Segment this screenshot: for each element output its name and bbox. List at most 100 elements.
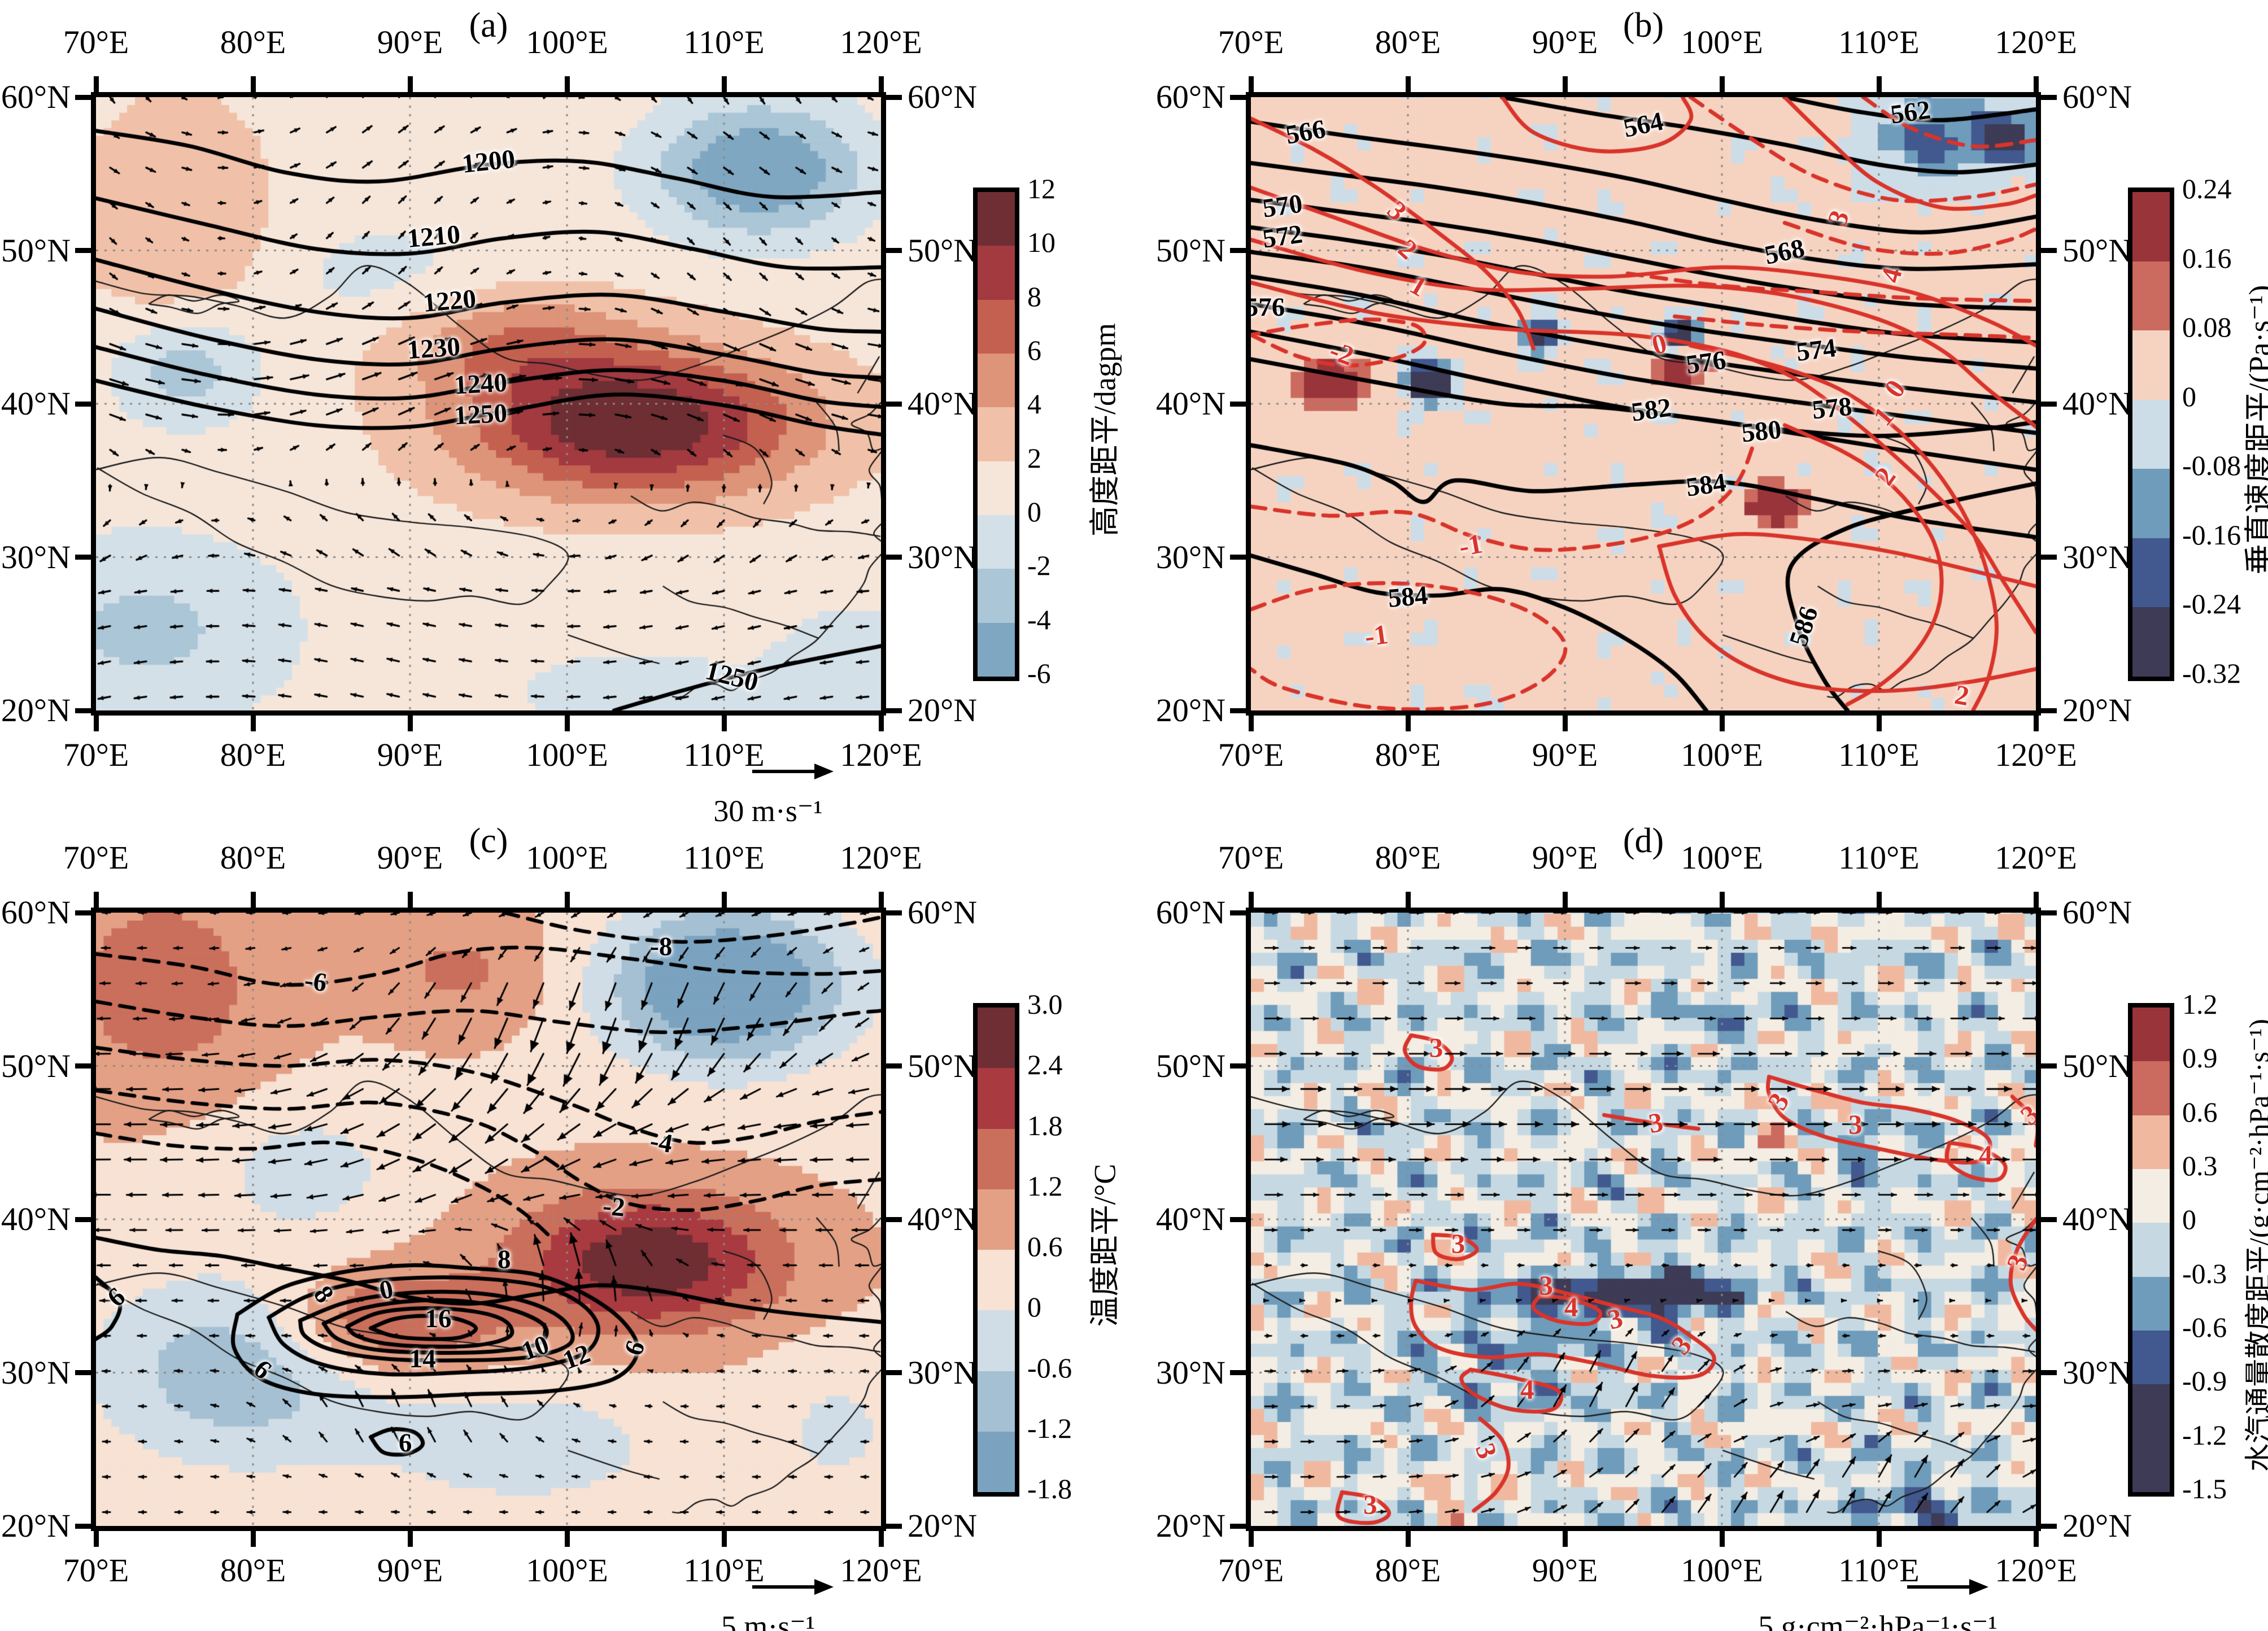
vector-scale-label: 30 m·s⁻¹ (713, 794, 823, 828)
y-tick-label-right: 20°N (2062, 692, 2132, 729)
x-tick-bottom (93, 716, 99, 731)
colorbar-tick-label: 8 (1027, 280, 1041, 312)
x-tick-top (721, 892, 727, 908)
x-tick-top (1248, 76, 1254, 92)
x-tick-bottom (250, 716, 256, 731)
colorbar (2128, 1003, 2174, 1497)
colorbar-tick-label: 4 (1027, 388, 1041, 420)
x-tick-label-bottom: 90°E (1532, 1552, 1598, 1589)
x-tick-bottom (2033, 1531, 2039, 1547)
y-tick-label-left: 20°N (1, 692, 71, 729)
colorbar-segment (2132, 399, 2170, 469)
x-tick-top (878, 76, 884, 92)
contour-label: 4 (1520, 1373, 1534, 1405)
colorbar-tick-label: 1.8 (1027, 1109, 1063, 1141)
colorbar-tick-label: 0.08 (2182, 311, 2232, 343)
colorbar-segment (978, 1068, 1015, 1129)
y-tick-left (75, 1370, 91, 1375)
x-tick-label-bottom: 80°E (220, 736, 286, 773)
colorbar-tick-label: -0.6 (2182, 1311, 2227, 1343)
contour-label: 6 (398, 1428, 412, 1458)
y-tick-right (2041, 248, 2057, 253)
y-tick-right (886, 1063, 902, 1069)
x-tick-label-top: 100°E (526, 24, 608, 60)
y-tick-label-right: 20°N (908, 692, 978, 729)
y-tick-left (75, 1063, 91, 1069)
x-tick-top (93, 892, 99, 908)
x-tick-label-top: 80°E (1375, 24, 1441, 60)
x-tick-bottom (1405, 716, 1411, 731)
x-tick-label-top: 80°E (1375, 839, 1441, 876)
map-canvas-b (1251, 97, 2036, 710)
colorbar-tick-label: -1.8 (1027, 1473, 1072, 1504)
x-tick-bottom (721, 716, 727, 731)
colorbar-tick-label: 12 (1027, 173, 1056, 204)
y-tick-left (1230, 708, 1246, 713)
vector-scale-label: 5 g·cm⁻²·hPa⁻¹·s⁻¹ (1758, 1610, 1997, 1631)
colorbar-title: 垂直速度距平/(Pa·s⁻¹) (2243, 285, 2268, 575)
colorbar-tick-label: 3.0 (1027, 988, 1063, 1020)
x-tick-bottom (1719, 1531, 1725, 1547)
x-tick-bottom (878, 1531, 884, 1547)
colorbar-tick-label: -1.2 (1027, 1412, 1072, 1444)
y-tick-label-left: 30°N (1155, 1354, 1225, 1391)
y-tick-label-left: 20°N (1, 1507, 71, 1544)
vector-scale-arrow-icon (1907, 1579, 1988, 1595)
y-tick-label-left: 30°N (1, 538, 71, 575)
y-tick-label-right: 40°N (2062, 1201, 2132, 1237)
x-tick-bottom (564, 716, 570, 731)
x-tick-label-bottom: 110°E (1838, 1552, 1920, 1589)
y-tick-right (2041, 401, 2057, 407)
colorbar-tick-label: 1.2 (2182, 988, 2218, 1020)
x-tick-label-top: 90°E (1532, 839, 1598, 876)
x-tick-top (1876, 892, 1882, 908)
colorbar-segment (978, 246, 1015, 300)
x-tick-top (407, 76, 413, 92)
contour-label: 3 (1848, 1109, 1863, 1140)
y-tick-label-right: 60°N (908, 894, 978, 931)
x-tick-label-bottom: 70°E (63, 736, 129, 773)
x-tick-label-top: 80°E (220, 24, 286, 60)
y-tick-left (1230, 1523, 1246, 1529)
y-tick-label-right: 30°N (908, 1354, 978, 1391)
contour-label: 3 (1451, 1228, 1466, 1259)
contour-label: 8 (498, 1244, 511, 1274)
x-tick-top (2033, 76, 2039, 92)
colorbar-segment (978, 1431, 1015, 1492)
y-tick-right (886, 910, 902, 915)
y-tick-left (1230, 1063, 1246, 1069)
y-tick-right (886, 1523, 902, 1529)
x-tick-bottom (1562, 716, 1568, 731)
y-tick-left (1230, 1216, 1246, 1222)
y-tick-label-left: 60°N (1155, 79, 1225, 115)
x-tick-label-top: 120°E (1995, 24, 2077, 60)
y-tick-label-left: 50°N (1155, 232, 1225, 269)
x-tick-bottom (407, 716, 413, 731)
x-tick-top (2033, 892, 2039, 908)
colorbar-segment (978, 461, 1015, 515)
x-tick-label-top: 110°E (1838, 24, 1920, 60)
x-tick-label-bottom: 110°E (683, 736, 765, 773)
colorbar-segment (2132, 1330, 2170, 1385)
y-tick-right (886, 1216, 902, 1222)
y-tick-label-left: 50°N (1, 1047, 71, 1084)
colorbar-tick-label: 0.6 (1027, 1231, 1063, 1262)
colorbar-segment (978, 1310, 1015, 1371)
x-tick-label-top: 100°E (526, 839, 608, 876)
y-tick-label-left: 40°N (1155, 1201, 1225, 1237)
colorbar-tick-label: 0.16 (2182, 242, 2232, 274)
colorbar-title: 水汽通量散度距平/(g·cm⁻²·hPa⁻¹·s⁻¹) (2243, 1019, 2268, 1472)
colorbar-tick-label: -0.9 (2182, 1365, 2227, 1397)
plot-frame (91, 908, 886, 1531)
contour-label: 4 (1564, 1291, 1578, 1323)
x-tick-top (1405, 892, 1411, 908)
y-tick-label-right: 50°N (2062, 1047, 2132, 1084)
x-tick-bottom (1876, 1531, 1882, 1547)
x-tick-label-bottom: 100°E (526, 736, 608, 773)
y-tick-left (1230, 1370, 1246, 1375)
y-tick-label-right: 40°N (908, 1201, 978, 1237)
colorbar-tick-label: -6 (1027, 657, 1051, 689)
panel-b-title: (b) (1623, 6, 1664, 45)
colorbar-segment (978, 1008, 1015, 1069)
